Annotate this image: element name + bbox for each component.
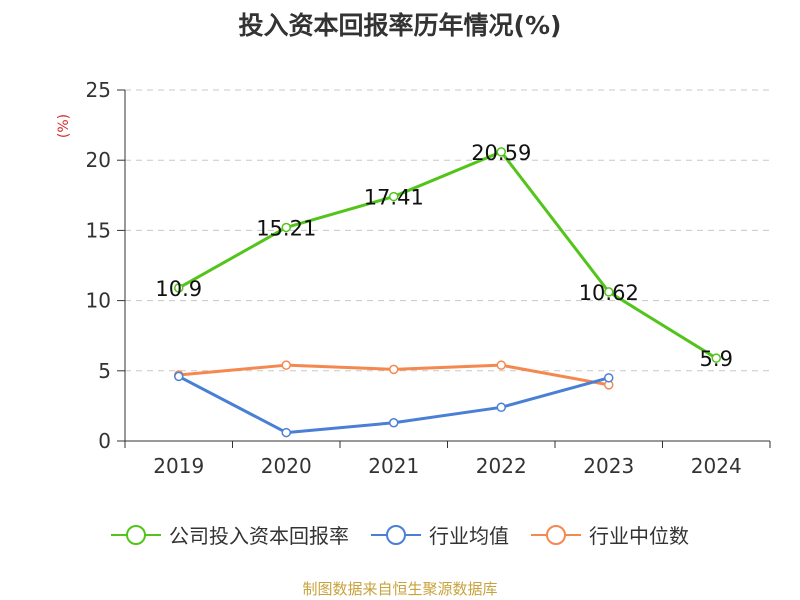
legend-swatch (111, 524, 161, 545)
data-point (496, 147, 506, 157)
data-point (389, 191, 399, 202)
data-label: 20.59 (471, 141, 531, 165)
legend-item: 行业中位数 (531, 520, 689, 549)
legend-item: 行业均值 (371, 520, 509, 549)
data-label: 15.21 (256, 216, 316, 240)
data-label: 10.9 (155, 277, 202, 301)
legend-swatch (531, 524, 581, 545)
x-tick-label: 2019 (153, 454, 204, 478)
grid-lines (125, 89, 770, 372)
legend-label: 行业中位数 (589, 524, 689, 548)
series-line (178, 150, 718, 360)
legend: 公司投入资本回报率 行业均值 行业中位数 (0, 520, 800, 549)
data-point (389, 364, 399, 375)
legend-item: 公司投入资本回报率 (111, 520, 349, 549)
legend-label: 公司投入资本回报率 (169, 524, 349, 548)
y-tick-label: 15 (86, 218, 111, 242)
y-axis-label: (%) (56, 114, 72, 138)
tick-labels: 0 5 10 15 20 25 2019 2020 2021 2022 2023 2024 (86, 78, 742, 478)
x-tick-label: 2022 (476, 454, 527, 478)
source-note: 制图数据来自恒生聚源数据库 (302, 580, 498, 598)
series-lines (174, 147, 721, 438)
data-point (604, 287, 614, 297)
y-tick-label: 0 (98, 429, 111, 453)
data-point (389, 417, 399, 428)
data-point (711, 353, 721, 363)
axes (117, 89, 771, 448)
legend-label: 行业均值 (429, 524, 509, 548)
data-point (174, 371, 184, 382)
data-point (281, 222, 291, 233)
legend-swatch (371, 524, 421, 545)
data-point (496, 402, 506, 413)
data-label: 5.9 (700, 347, 733, 371)
y-tick-label: 20 (86, 148, 111, 172)
data-labels: 10.9 15.21 17.41 20.59 10.62 5.9 (155, 141, 733, 371)
y-tick-label: 10 (86, 289, 111, 313)
y-tick-label: 25 (86, 78, 111, 102)
y-tick-label: 5 (98, 359, 111, 383)
data-label: 17.41 (364, 186, 424, 210)
data-label: 10.62 (579, 281, 639, 305)
x-tick-label: 2020 (261, 454, 312, 478)
x-tick-label: 2021 (368, 454, 419, 478)
chart-title: 投入资本回报率历年情况(%) (238, 11, 562, 40)
data-point (281, 427, 291, 438)
data-point (281, 360, 291, 370)
x-tick-label: 2024 (691, 454, 742, 478)
x-tick-label: 2023 (583, 454, 634, 478)
data-point (604, 373, 614, 383)
data-point (496, 360, 506, 370)
data-point (174, 283, 184, 293)
